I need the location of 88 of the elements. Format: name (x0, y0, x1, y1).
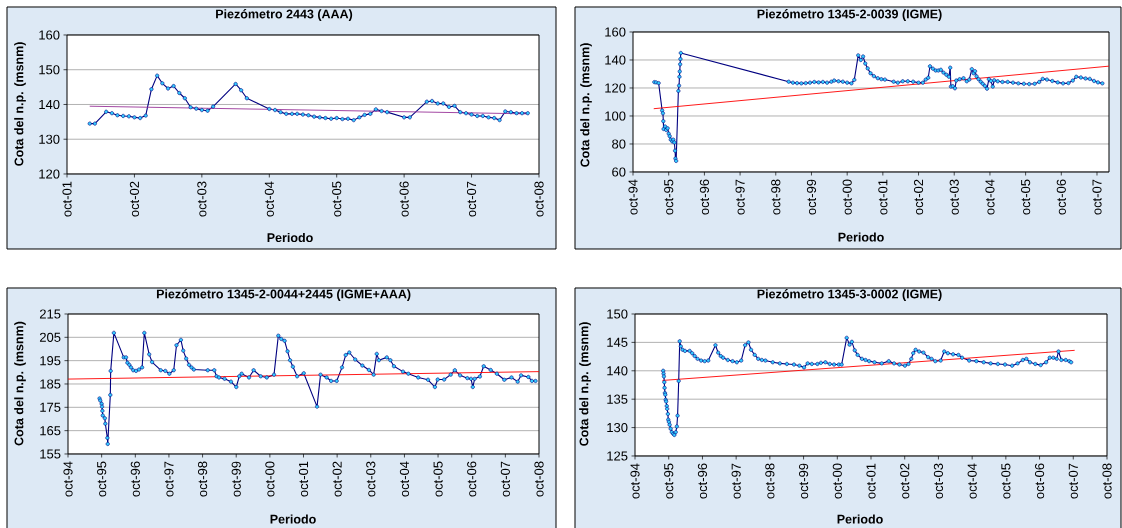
x-tick-label: oct-04 (985, 179, 995, 215)
y-tick-label: 130 (39, 134, 60, 144)
x-tick-label: oct-02 (332, 461, 342, 497)
y-tick-label: 175 (40, 402, 61, 412)
y-axis-title: Cota del n.p. (msnm) (579, 322, 591, 446)
x-tick-label: oct-98 (765, 463, 775, 499)
x-tick-label: oct-01 (878, 179, 888, 215)
y-tick-label: 185 (40, 379, 61, 389)
x-tick-label: oct-00 (842, 179, 852, 215)
x-tick-label: oct-06 (399, 181, 409, 217)
x-tick-label: oct-97 (164, 461, 174, 497)
x-axis-title: Periodo (837, 514, 883, 524)
y-axis-title: Cota del n.p. (msnm) (14, 42, 26, 166)
x-tick-label: oct-96 (697, 463, 708, 499)
x-tick-label: oct-06 (1034, 463, 1045, 499)
y-tick-label: 60 (612, 167, 626, 177)
x-tick-label: oct-03 (197, 181, 207, 217)
y-tick-label: 140 (607, 366, 628, 376)
y-tick-label: 135 (607, 394, 628, 404)
x-tick-label: oct-01 (298, 461, 309, 497)
y-tick-label: 150 (607, 309, 628, 319)
x-axis-title: Periodo (838, 232, 884, 242)
x-tick-label: oct-95 (664, 463, 674, 499)
chart-title: Piezómetro 1345-2-0039 (IGME) (757, 9, 942, 21)
y-tick-label: 160 (605, 27, 626, 37)
y-tick-label: 205 (39, 332, 61, 342)
y-tick-label: 160 (39, 30, 60, 40)
x-tick-label: oct-97 (731, 463, 741, 499)
y-tick-label: 100 (605, 111, 626, 121)
y-tick-label: 120 (39, 169, 60, 179)
x-tick-label: oct-06 (1056, 179, 1066, 215)
y-tick-label: 155 (40, 449, 61, 459)
x-tick-label: oct-07 (466, 181, 477, 217)
x-tick-label: oct-08 (1102, 463, 1112, 499)
chart-title: Piezómetro 1345-3-0002 (IGME) (757, 289, 942, 301)
y-tick-label: 130 (607, 422, 628, 433)
x-tick-label: oct-96 (130, 461, 140, 497)
x-tick-label: oct-05 (1001, 463, 1011, 499)
x-tick-label: oct-02 (913, 179, 924, 215)
x-tick-label: oct-96 (699, 179, 710, 215)
x-tick-label: oct-08 (534, 461, 544, 497)
y-axis-title: Cota del n.p. (msnm) (14, 321, 26, 446)
y-tick-label: 150 (39, 65, 60, 75)
x-tick-label: oct-03 (949, 179, 959, 215)
x-tick-label: oct-97 (735, 179, 745, 215)
x-tick-label: oct-04 (264, 181, 274, 217)
x-tick-label: oct-99 (231, 461, 241, 497)
x-tick-label: oct-03 (933, 463, 944, 499)
x-tick-label: oct-00 (265, 461, 275, 497)
y-axis-title: Cota del n.p. (msnm) (580, 43, 592, 167)
x-tick-label: oct-01 (866, 463, 876, 499)
x-tick-label: oct-06 (467, 461, 477, 497)
y-tick-label: 165 (40, 426, 61, 436)
x-tick-label: oct-95 (664, 179, 674, 215)
x-tick-label: oct-94 (63, 461, 73, 497)
x-tick-label: oct-05 (332, 181, 342, 217)
x-tick-label: oct-02 (900, 463, 910, 499)
chart-title: Piezómetro 1345-2-0044+2445 (IGME+AAA) (156, 289, 411, 301)
x-tick-label: oct-98 (771, 179, 781, 215)
x-tick-label: oct-99 (798, 463, 809, 499)
x-tick-label: oct-07 (500, 461, 510, 497)
y-tick-label: 215 (39, 309, 61, 319)
x-tick-label: oct-05 (1021, 179, 1031, 215)
y-tick-label: 145 (607, 337, 628, 347)
x-tick-label: oct-02 (129, 181, 140, 217)
x-tick-label: oct-08 (534, 181, 544, 217)
y-tick-label: 80 (612, 139, 626, 149)
x-tick-label: oct-99 (806, 179, 817, 215)
x-axis-title: Periodo (267, 232, 313, 243)
x-tick-label: oct-04 (399, 461, 410, 497)
x-axis-title: Periodo (270, 514, 316, 524)
x-tick-label: oct-00 (832, 463, 842, 499)
x-tick-label: oct-94 (630, 463, 640, 499)
y-tick-label: 195 (40, 356, 61, 366)
x-tick-label: oct-95 (97, 461, 107, 497)
x-tick-label: oct-07 (1068, 463, 1078, 499)
y-tick-label: 120 (605, 83, 626, 93)
x-tick-label: oct-94 (628, 179, 638, 215)
x-tick-label: oct-03 (366, 461, 376, 497)
x-tick-label: oct-98 (197, 461, 208, 497)
x-tick-label: oct-05 (433, 461, 443, 497)
x-tick-label: oct-04 (967, 463, 977, 499)
x-tick-label: oct-01 (62, 181, 72, 217)
chart-title: Piezómetro 2443 (AAA) (216, 9, 353, 21)
y-tick-label: 125 (607, 451, 628, 461)
y-tick-label: 140 (39, 99, 60, 110)
y-tick-label: 140 (605, 55, 626, 65)
x-tick-label: oct-07 (1092, 179, 1102, 215)
